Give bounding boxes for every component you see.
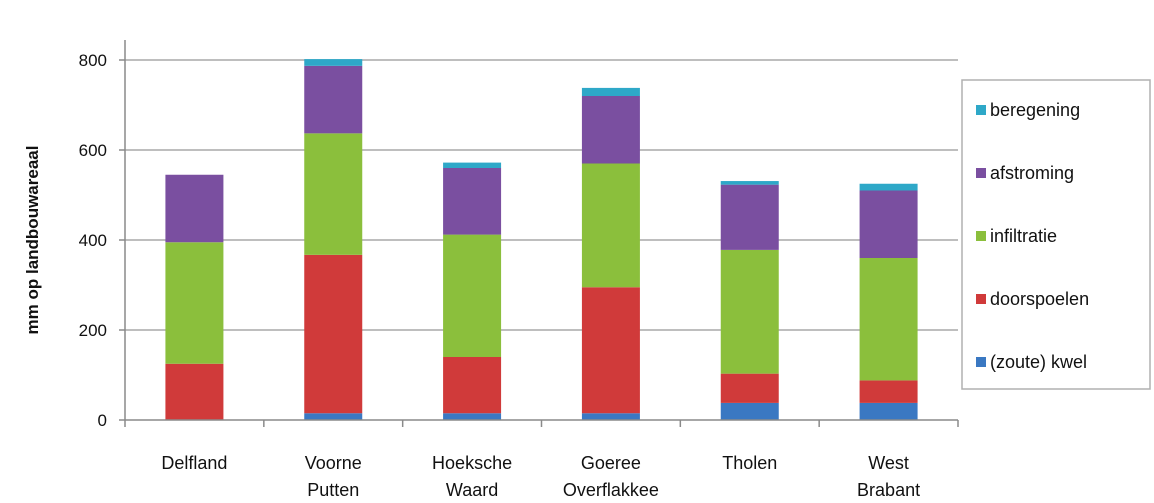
bar-segment <box>304 413 363 420</box>
bars <box>165 59 918 420</box>
bar-segment <box>443 357 502 414</box>
y-tick-label: 400 <box>79 231 107 250</box>
bar-segment <box>443 234 502 357</box>
legend: beregening afstroming infiltratie doorspoel… <box>961 79 1151 390</box>
bar-stack <box>165 174 224 420</box>
y-axis: 0 200 400 600 800 <box>79 40 126 430</box>
y-tick-label: 200 <box>79 321 107 340</box>
bar-segment <box>720 373 779 403</box>
legend-label: (zoute) kwel <box>990 352 1087 372</box>
bar-segment <box>859 258 918 381</box>
legend-label: afstroming <box>990 163 1074 183</box>
legend-label: beregening <box>990 100 1080 120</box>
x-tick-label: Tholen <box>722 453 777 473</box>
bar-segment <box>581 163 640 288</box>
x-tick-label: Goeree <box>581 453 641 473</box>
legend-item: infiltratie <box>976 226 1057 246</box>
bar-segment <box>581 413 640 420</box>
bar-stack <box>581 87 640 420</box>
bar-segment <box>720 184 779 250</box>
legend-swatch <box>976 105 986 115</box>
y-tick-label: 0 <box>98 411 107 430</box>
bar-segment <box>859 402 918 420</box>
bar-segment <box>581 287 640 414</box>
bar-segment <box>720 402 779 420</box>
legend-label: infiltratie <box>990 226 1057 246</box>
bar-segment <box>304 59 363 66</box>
bar-segment <box>581 96 640 164</box>
bar-segment <box>304 65 363 134</box>
bar-segment <box>859 190 918 258</box>
y-axis-label: mm op landbouwareaal <box>23 146 42 335</box>
bar-segment <box>720 249 779 374</box>
bar-segment <box>304 254 363 414</box>
y-tick-label: 800 <box>79 51 107 70</box>
x-tick-label: Waard <box>446 480 498 500</box>
bar-segment <box>859 183 918 191</box>
bar-segment <box>165 174 224 243</box>
bar-segment <box>165 242 224 364</box>
x-tick-label: West <box>868 453 909 473</box>
legend-label: doorspoelen <box>990 289 1089 309</box>
legend-swatch <box>976 357 986 367</box>
x-tick-label: Voorne <box>305 453 362 473</box>
legend-box <box>961 79 1151 390</box>
bar-stack <box>304 59 363 420</box>
bar-stack <box>859 183 918 420</box>
x-tick-label: Putten <box>307 480 359 500</box>
bar-stack <box>443 162 502 420</box>
bar-segment <box>165 363 224 420</box>
x-tick-label: Delfland <box>161 453 227 473</box>
bar-segment <box>304 133 363 255</box>
bar-segment <box>443 168 502 235</box>
legend-item: doorspoelen <box>976 289 1089 309</box>
x-tick-label: Hoeksche <box>432 453 512 473</box>
bar-segment <box>443 413 502 420</box>
x-tick-label: Overflakkee <box>563 480 659 500</box>
bar-segment <box>859 380 918 403</box>
y-tick-label: 600 <box>79 141 107 160</box>
legend-item: beregening <box>976 100 1080 120</box>
x-axis: Delfland Voorne Putten Hoeksche Waard Goeree O… <box>124 419 959 500</box>
bar-segment <box>581 87 640 96</box>
legend-swatch <box>976 231 986 241</box>
bar-segment <box>443 162 502 168</box>
gridlines <box>125 59 958 331</box>
x-tick-label: Brabant <box>857 480 920 500</box>
bar-segment <box>720 181 779 185</box>
legend-swatch <box>976 294 986 304</box>
legend-swatch <box>976 168 986 178</box>
bar-stack <box>720 181 779 420</box>
legend-item: (zoute) kwel <box>976 352 1087 372</box>
legend-item: afstroming <box>976 163 1074 183</box>
